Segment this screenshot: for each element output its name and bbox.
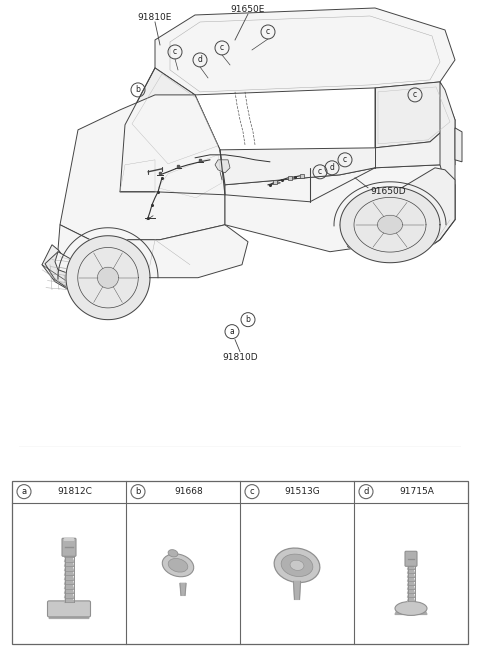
Text: a: a [22,487,26,496]
Ellipse shape [162,554,194,577]
FancyBboxPatch shape [62,538,76,556]
FancyBboxPatch shape [48,601,91,617]
Text: 91810D: 91810D [222,353,258,362]
Polygon shape [455,128,462,162]
Text: 91513G: 91513G [285,487,321,496]
Polygon shape [64,577,73,580]
Polygon shape [408,598,415,602]
Polygon shape [408,574,415,577]
Polygon shape [64,585,73,589]
Polygon shape [64,567,73,571]
Text: d: d [198,56,203,64]
Polygon shape [97,267,119,288]
Polygon shape [408,583,415,585]
Ellipse shape [290,560,304,570]
Text: c: c [343,155,347,164]
Polygon shape [64,594,73,598]
Polygon shape [58,225,248,277]
Ellipse shape [281,554,313,577]
Text: a: a [229,327,234,336]
Polygon shape [408,590,415,594]
Polygon shape [60,95,225,239]
Polygon shape [408,579,415,581]
Polygon shape [64,554,73,558]
Polygon shape [220,120,455,185]
Polygon shape [408,570,415,573]
Text: b: b [246,315,251,324]
Polygon shape [215,160,230,173]
Polygon shape [408,594,415,598]
FancyBboxPatch shape [405,551,417,566]
Polygon shape [155,8,455,95]
Text: 91668: 91668 [174,487,203,496]
Polygon shape [408,586,415,589]
Text: c: c [318,167,322,176]
Polygon shape [64,558,73,562]
Polygon shape [125,68,220,170]
FancyBboxPatch shape [300,174,304,178]
Polygon shape [49,615,89,619]
Polygon shape [45,252,70,290]
Text: c: c [220,43,224,52]
Text: 91650D: 91650D [370,188,406,196]
Polygon shape [64,599,73,602]
Polygon shape [66,236,150,319]
Polygon shape [395,610,427,615]
Text: b: b [135,487,141,496]
Polygon shape [64,572,73,575]
Polygon shape [55,252,84,275]
Text: d: d [363,487,369,496]
Polygon shape [42,245,72,292]
Polygon shape [180,583,186,596]
Polygon shape [310,174,350,202]
FancyBboxPatch shape [288,176,292,180]
Text: 91810E: 91810E [138,14,172,22]
Text: c: c [413,91,417,100]
Polygon shape [340,187,440,262]
Text: c: c [173,47,177,56]
Polygon shape [64,538,74,541]
Ellipse shape [168,550,178,557]
Text: c: c [266,28,270,37]
Text: 91715A: 91715A [399,487,434,496]
FancyBboxPatch shape [273,180,277,184]
Polygon shape [293,581,300,600]
Polygon shape [408,566,415,569]
Text: c: c [250,487,254,496]
Polygon shape [340,168,455,260]
Polygon shape [155,150,225,202]
Polygon shape [377,215,403,234]
Polygon shape [375,82,455,148]
Polygon shape [225,165,455,252]
Polygon shape [225,172,310,212]
Ellipse shape [395,602,427,615]
Text: 91812C: 91812C [57,487,92,496]
Ellipse shape [168,558,188,572]
Polygon shape [64,563,73,566]
Ellipse shape [274,548,320,583]
Polygon shape [64,590,73,594]
Polygon shape [440,82,455,220]
Text: d: d [330,163,335,173]
Text: b: b [135,85,141,94]
Text: 91650E: 91650E [231,5,265,14]
Polygon shape [64,581,73,584]
